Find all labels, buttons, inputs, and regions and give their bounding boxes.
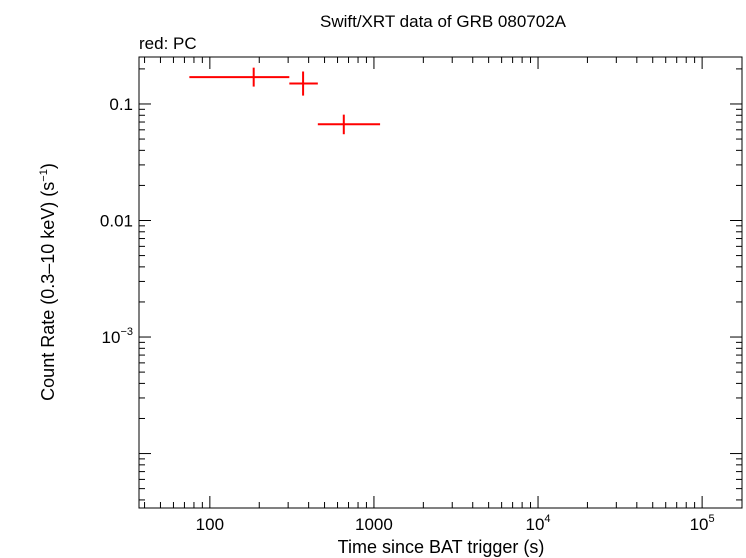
y-axis-label: Count Rate (0.3–10 keV) (s−1) <box>38 163 58 401</box>
data-point-1 <box>289 71 318 96</box>
plot-frame <box>138 56 743 509</box>
x-tick-label-3-sup: 5 <box>709 513 715 525</box>
y-tick-label-0: 0.1 <box>109 95 133 114</box>
x-axis-label: Time since BAT trigger (s) <box>338 537 545 557</box>
x-tick-label-2-sup: 4 <box>544 513 550 525</box>
y-tick-label-1-base: 0.01 <box>100 212 133 231</box>
y-tick-label-2-sup: −3 <box>120 326 133 338</box>
y-axis-label-end: ) <box>38 163 58 169</box>
data-points <box>189 67 381 135</box>
data-point-2 <box>317 114 381 135</box>
y-axis-label-sup: −1 <box>38 169 50 182</box>
y-tick-label-2-base: 10 <box>102 328 121 347</box>
x-tick-label-1-base: 1000 <box>355 515 393 534</box>
x-tick-label-1: 1000 <box>355 515 393 534</box>
y-axis: 0.1 0.01 10−3 <box>100 68 742 501</box>
y-axis-label-main: Count Rate (0.3–10 keV) (s <box>38 182 58 401</box>
chart-subtitle: red: PC <box>139 34 197 53</box>
x-tick-label-0-base: 100 <box>196 515 224 534</box>
data-point-0 <box>189 67 290 87</box>
x-tick-label-2-base: 10 <box>526 515 545 534</box>
x-tick-label-3-base: 10 <box>690 515 709 534</box>
x-tick-label-3: 105 <box>690 513 715 534</box>
y-tick-label-2: 10−3 <box>102 326 133 347</box>
x-tick-label-0: 100 <box>196 515 224 534</box>
x-tick-label-2: 104 <box>526 513 551 534</box>
x-axis: 100 1000 104 105 <box>144 57 715 534</box>
y-tick-label-1: 0.01 <box>100 212 133 231</box>
y-tick-label-0-base: 0.1 <box>109 95 133 114</box>
chart-title: Swift/XRT data of GRB 080702A <box>320 12 567 31</box>
